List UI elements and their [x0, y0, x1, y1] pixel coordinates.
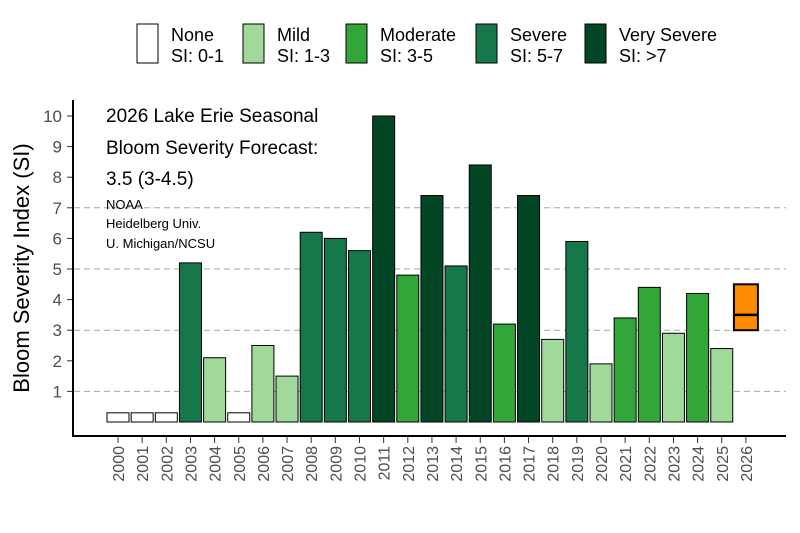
bar-2014: [444, 265, 468, 423]
bar-2005: [227, 412, 251, 423]
x-tick-label: 2019: [570, 446, 587, 482]
bar-2000: [106, 412, 130, 423]
x-tick-label: 2015: [473, 446, 490, 482]
bar-2025: [710, 348, 734, 423]
bar-2010: [348, 250, 371, 423]
y-tick-label: 10: [43, 107, 62, 126]
forecast-range: [732, 283, 759, 332]
x-tick-label: 2009: [328, 446, 345, 482]
y-tick-label: 6: [53, 229, 62, 248]
bar-2006: [251, 345, 275, 423]
bar-2008: [299, 231, 323, 423]
bar-2019: [565, 240, 589, 423]
legend-range: SI: 0-1: [171, 46, 224, 66]
legend-label: None: [171, 25, 214, 45]
x-axis-ticks: 2000 2001 2002 2003 2004 2005 2006 2007 2008 2009…: [111, 437, 756, 482]
bar-2004: [203, 357, 227, 423]
bar-2020: [589, 363, 613, 423]
y-axis-label: Bloom Severity Index (SI): [9, 143, 34, 392]
x-tick-label: 2024: [691, 446, 708, 482]
y-tick-label: 8: [53, 168, 62, 187]
x-tick-label: 2013: [425, 446, 442, 482]
x-tick-label: 2003: [183, 446, 200, 482]
annotation-source-3: U. Michigan/NCSU: [106, 236, 215, 251]
x-tick-label: 2021: [618, 446, 635, 482]
x-tick-label: 2001: [135, 446, 152, 482]
bar-2002: [154, 412, 178, 423]
bar-2022: [637, 286, 661, 423]
x-tick-label: 2026: [739, 446, 756, 482]
bar-2007: [275, 375, 299, 423]
x-tick-label: 2000: [111, 446, 128, 482]
annotation: 2026 Lake Erie Seasonal Bloom Severity F…: [106, 106, 318, 251]
legend-swatch-mild: [242, 23, 265, 64]
bar-2016: [492, 323, 516, 423]
bar-2017: [517, 195, 541, 423]
annotation-line-2: Bloom Severity Forecast:: [106, 138, 318, 159]
annotation-source-2: Heidelberg Univ.: [106, 216, 201, 231]
bar-2024: [686, 292, 710, 423]
x-tick-label: 2020: [594, 446, 611, 482]
x-tick-label: 2022: [642, 446, 659, 482]
x-tick-label: 2007: [280, 446, 297, 482]
bar-2009: [323, 237, 347, 423]
x-tick-label: 2025: [715, 446, 732, 482]
x-tick-label: 2014: [449, 446, 466, 482]
bar-2021: [613, 317, 637, 423]
x-tick-label: 2018: [546, 446, 563, 482]
legend-range: SI: 5-7: [510, 46, 563, 66]
x-tick-label: 2002: [159, 446, 176, 482]
legend-range: SI: 1-3: [277, 46, 330, 66]
bar-2013: [420, 195, 444, 423]
x-tick-label: 2016: [497, 446, 514, 482]
legend-swatch-none: [136, 23, 159, 64]
y-tick-label: 7: [53, 199, 62, 218]
legend-label: Severe: [510, 25, 567, 45]
annotation-source-1: NOAA: [106, 197, 143, 212]
y-tick-label: 1: [53, 382, 62, 401]
bar-2023: [661, 332, 685, 423]
legend-label: Very Severe: [619, 25, 717, 45]
legend-label: Moderate: [380, 25, 456, 45]
annotation-line-1: 2026 Lake Erie Seasonal: [106, 106, 318, 127]
bar-2015: [468, 164, 492, 423]
legend-swatch-very-severe: [584, 23, 607, 64]
x-tick-label: 2011: [377, 446, 394, 481]
x-tick-label: 2004: [208, 446, 225, 482]
x-tick-label: 2008: [304, 446, 321, 482]
y-axis-ticks: 1 2 3 4 5 6 7 8 9 10: [43, 107, 73, 401]
x-tick-label: 2023: [666, 446, 683, 482]
bars: [106, 115, 734, 423]
bar-2012: [396, 274, 420, 423]
x-tick-label: 2010: [353, 446, 370, 482]
x-tick-label: 2012: [401, 446, 418, 482]
bar-2003: [178, 262, 202, 423]
bar-2018: [541, 338, 565, 423]
x-tick-label: 2005: [232, 446, 249, 482]
legend-range: SI: >7: [619, 46, 667, 66]
legend-range: SI: 3-5: [380, 46, 433, 66]
y-tick-label: 4: [53, 291, 62, 310]
y-tick-label: 2: [53, 352, 62, 371]
x-tick-label: 2017: [522, 446, 539, 482]
annotation-line-3: 3.5 (3-4.5): [106, 169, 194, 190]
legend-swatch-severe: [475, 23, 498, 64]
legend-swatch-moderate: [345, 23, 368, 64]
bar-2001: [130, 412, 154, 423]
y-tick-label: 5: [53, 260, 62, 279]
bar-2011: [372, 115, 396, 423]
x-tick-label: 2006: [256, 446, 273, 482]
forecast-box: [732, 283, 759, 332]
y-tick-label: 9: [53, 138, 62, 157]
y-tick-label: 3: [53, 321, 62, 340]
legend-label: Mild: [277, 25, 310, 45]
